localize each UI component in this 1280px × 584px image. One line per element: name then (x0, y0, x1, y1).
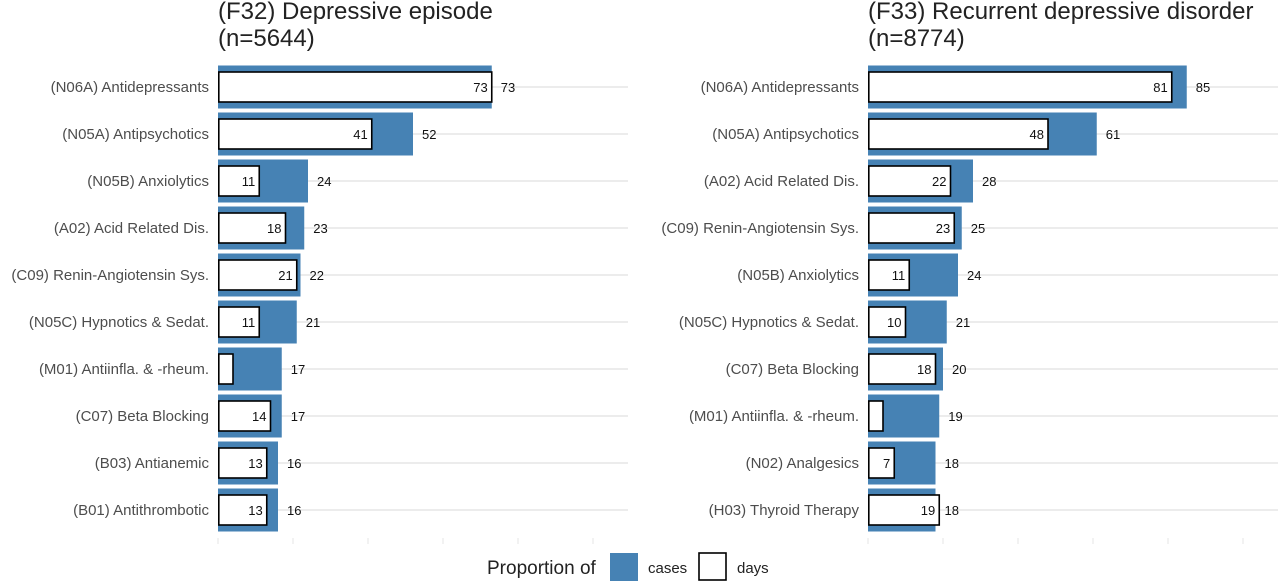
legend-label-days: days (737, 560, 769, 577)
category-label: (N06A) Antidepressants (51, 79, 209, 96)
days-value-label: 11 (242, 315, 256, 330)
category-label: (N05A) Antipsychotics (712, 126, 859, 143)
category-label: (M01) Antiinfla. & -rheum. (39, 361, 209, 378)
days-bar (867, 118, 1049, 150)
cases-value-label: 18 (945, 503, 959, 518)
cases-value-label: 17 (291, 362, 305, 377)
cases-value-label: 21 (306, 315, 320, 330)
days-bar (218, 118, 373, 150)
days-value-label: 14 (252, 409, 266, 424)
cases-value-label: 16 (287, 456, 301, 471)
days-value-label: 22 (932, 174, 946, 189)
panel-title: (F32) Depressive episode (218, 0, 493, 25)
days-bar (867, 259, 911, 291)
cases-value-label: 24 (317, 174, 331, 189)
cases-value-label: 23 (313, 221, 327, 236)
days-value-label: 11 (242, 174, 256, 189)
legend-title: Proportion of (487, 558, 597, 579)
days-value-label: 48 (1030, 127, 1044, 142)
days-bar (867, 306, 907, 338)
category-label: (M01) Antiinfla. & -rheum. (689, 408, 859, 425)
category-label: (C09) Renin-Angiotensin Sys. (661, 220, 859, 237)
panel-subtitle: (n=8774) (868, 25, 965, 52)
days-bar (867, 165, 952, 197)
category-label: (N05B) Anxiolytics (87, 173, 209, 190)
category-label: (N02) Analgesics (746, 455, 859, 472)
category-label: (B03) Antianemic (95, 455, 210, 472)
category-label: (B01) Antithrombotic (73, 502, 209, 519)
cases-value-label: 22 (310, 268, 324, 283)
days-bar (867, 212, 956, 244)
days-bar (218, 259, 298, 291)
days-bar (218, 165, 261, 197)
days-bar (218, 494, 268, 526)
category-label: (H03) Thyroid Therapy (709, 502, 860, 519)
days-bar (867, 447, 896, 479)
legend-swatch-days (698, 552, 727, 581)
category-label: (N05B) Anxiolytics (737, 267, 859, 284)
category-label: (C07) Beta Blocking (76, 408, 209, 425)
legend-swatch-cases (610, 553, 638, 581)
days-value-label: 10 (887, 315, 901, 330)
category-label: (N05C) Hypnotics & Sedat. (679, 314, 859, 331)
days-bar (218, 400, 272, 432)
days-value-label: 81 (1153, 80, 1167, 95)
cases-value-label: 28 (982, 174, 996, 189)
days-bar (218, 353, 234, 385)
category-label: (N05C) Hypnotics & Sedat. (29, 314, 209, 331)
cases-value-label: 20 (952, 362, 966, 377)
category-label: (A02) Acid Related Dis. (704, 173, 859, 190)
cases-value-label: 17 (291, 409, 305, 424)
days-value-label: 13 (248, 503, 262, 518)
cases-value-label: 16 (287, 503, 301, 518)
category-label: (C09) Renin-Angiotensin Sys. (11, 267, 209, 284)
category-label: (N05A) Antipsychotics (62, 126, 209, 143)
days-bar (867, 494, 941, 526)
days-value-label: 21 (278, 268, 292, 283)
cases-value-label: 73 (501, 80, 515, 95)
days-value-label: 7 (883, 456, 890, 471)
cases-value-label: 25 (971, 221, 985, 236)
category-label: (C07) Beta Blocking (726, 361, 859, 378)
days-value-label: 11 (892, 268, 906, 283)
days-value-label: 19 (921, 503, 935, 518)
days-bar (867, 400, 884, 432)
panel-subtitle: (n=5644) (218, 25, 315, 52)
days-value-label: 13 (248, 456, 262, 471)
days-bar (867, 71, 1173, 103)
days-bar (867, 353, 937, 385)
cases-value-label: 19 (948, 409, 962, 424)
days-value-label: 18 (917, 362, 931, 377)
cases-value-label: 21 (956, 315, 970, 330)
category-label: (A02) Acid Related Dis. (54, 220, 209, 237)
cases-value-label: 85 (1196, 80, 1210, 95)
days-bar (218, 212, 287, 244)
days-value-label: 41 (353, 127, 367, 142)
category-label: (N06A) Antidepressants (701, 79, 859, 96)
cases-value-label: 52 (422, 127, 436, 142)
days-bar (218, 306, 261, 338)
days-value-label: 73 (473, 80, 487, 95)
cases-value-label: 61 (1106, 127, 1120, 142)
cases-value-label: 24 (967, 268, 981, 283)
cases-value-label: 18 (945, 456, 959, 471)
days-value-label: 23 (936, 221, 950, 236)
days-bar (218, 71, 493, 103)
legend-label-cases: cases (648, 560, 687, 577)
days-value-label: 18 (267, 221, 281, 236)
panel-title: (F33) Recurrent depressive disorder (868, 0, 1254, 25)
days-bar (218, 447, 268, 479)
